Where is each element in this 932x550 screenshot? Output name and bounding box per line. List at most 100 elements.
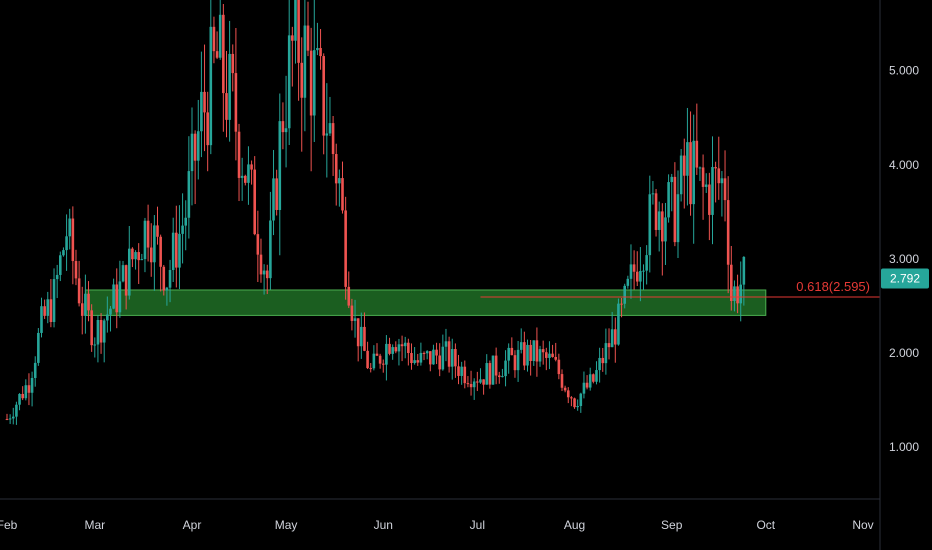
candle-body xyxy=(269,220,272,279)
candle-body xyxy=(149,247,153,263)
support-zone-rect[interactable] xyxy=(84,289,767,316)
candle xyxy=(262,264,266,295)
candle xyxy=(682,138,686,209)
candle xyxy=(491,355,495,385)
candle xyxy=(356,318,360,362)
time-tick-label: Jul xyxy=(470,518,485,532)
candle-body xyxy=(588,374,592,388)
candle-body xyxy=(284,128,288,133)
candle-body xyxy=(400,344,404,347)
candle-body xyxy=(403,342,407,347)
candle xyxy=(541,340,545,365)
candle xyxy=(253,156,257,236)
candle xyxy=(159,234,162,292)
last-price-badge[interactable] xyxy=(881,268,929,289)
candle-body xyxy=(642,270,645,272)
candle-body xyxy=(244,175,247,183)
candle-body xyxy=(501,376,504,378)
candle xyxy=(360,312,363,359)
candle-body xyxy=(124,265,128,296)
candle xyxy=(96,315,100,363)
candle xyxy=(137,243,140,284)
candle-body xyxy=(62,250,65,256)
candle-body xyxy=(397,344,401,352)
candle-body xyxy=(344,210,347,287)
candle xyxy=(673,162,677,247)
candle xyxy=(168,259,172,303)
candle xyxy=(595,361,598,385)
candle-body xyxy=(247,164,250,183)
candle-body xyxy=(372,353,376,369)
candle-body xyxy=(309,50,313,116)
candle xyxy=(15,401,18,425)
candle-body xyxy=(689,142,692,205)
candle xyxy=(736,274,739,314)
candle xyxy=(497,371,501,384)
candle-body xyxy=(523,342,526,366)
candle xyxy=(554,342,558,362)
time-tick-label: Aug xyxy=(564,518,585,532)
candle xyxy=(77,260,81,307)
candle xyxy=(450,338,454,380)
candle xyxy=(548,341,551,370)
candle-body xyxy=(168,270,172,288)
candle xyxy=(171,217,175,282)
candle xyxy=(664,202,667,265)
candle-body xyxy=(338,178,341,184)
candle xyxy=(149,223,153,277)
candle-body xyxy=(115,284,119,313)
candle-body xyxy=(708,184,711,215)
candle-body xyxy=(466,383,470,385)
candle xyxy=(720,171,724,217)
candle xyxy=(112,278,115,310)
candle-body xyxy=(482,379,485,385)
candle-body xyxy=(557,359,561,375)
candle xyxy=(670,173,674,212)
candle-body xyxy=(181,225,184,234)
candle-body xyxy=(632,264,636,272)
candle-body xyxy=(582,382,586,394)
candle-body xyxy=(463,366,467,384)
candle xyxy=(366,341,369,370)
candle xyxy=(566,387,570,404)
candles-layer xyxy=(5,0,746,425)
candle xyxy=(601,347,605,372)
candle xyxy=(579,392,583,413)
candle-body xyxy=(554,356,558,360)
candle xyxy=(598,347,601,383)
candle-body xyxy=(610,329,614,348)
candle xyxy=(118,260,122,318)
candle xyxy=(234,28,238,161)
candle-body xyxy=(187,171,191,218)
candle xyxy=(513,350,517,378)
candle-body xyxy=(171,232,175,271)
candle xyxy=(165,286,169,306)
candle xyxy=(479,368,482,384)
candle-body xyxy=(469,383,473,388)
candle-body xyxy=(209,26,213,146)
candle-body xyxy=(670,176,674,183)
time-axis[interactable]: Feb Mar Apr May Jun Jul Aug Sep Oct Nov xyxy=(0,518,874,532)
price-tick-label: 4.000 xyxy=(889,158,919,172)
candle-body xyxy=(46,299,50,316)
candle xyxy=(560,369,564,392)
candle-body xyxy=(112,284,115,309)
candle xyxy=(300,37,304,152)
last-price-badge-layer: 2.792 xyxy=(881,268,929,289)
candle-body xyxy=(356,318,360,347)
candle-body xyxy=(657,211,661,230)
candle-body xyxy=(407,342,410,354)
candle-body xyxy=(529,344,532,361)
candle-body xyxy=(77,278,81,304)
candle xyxy=(447,336,451,373)
price-axis[interactable]: 1.000 2.000 3.000 4.000 5.000 xyxy=(889,64,919,455)
candle-body xyxy=(579,393,583,407)
candle-body xyxy=(215,51,219,58)
candle xyxy=(140,253,144,261)
candle xyxy=(11,407,15,425)
candle-body xyxy=(479,379,482,383)
candle-body xyxy=(278,121,282,210)
candle xyxy=(312,0,316,142)
candle-body xyxy=(140,259,144,261)
